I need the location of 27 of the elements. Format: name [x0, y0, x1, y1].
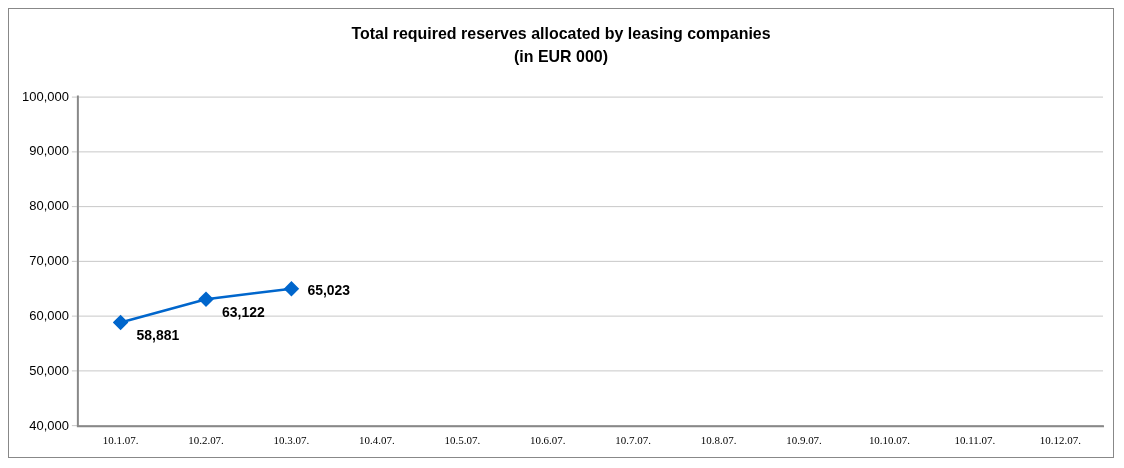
chart-subtitle: (in EUR 000)	[514, 47, 608, 65]
data-label: 63,122	[221, 303, 265, 320]
y-tick-label: 80,000	[29, 198, 69, 214]
point	[284, 281, 299, 296]
x-tick-label: 10.4.07.	[359, 434, 395, 447]
y-tick-label: 90,000	[29, 143, 69, 159]
x-tick-label: 10.9.07.	[786, 434, 823, 447]
x-tick-label: 10.2.07.	[188, 434, 225, 447]
x-tick-label: 10.6.07.	[529, 434, 566, 447]
point	[198, 291, 214, 307]
x-tick-label: 10.5.07.	[444, 434, 481, 447]
x-tick-label: 10.1.07.	[102, 434, 139, 447]
x-tick-label: 10.8.07.	[700, 434, 737, 447]
chart-title: Total required reserves allocated by leasing companies	[351, 24, 771, 42]
x-tick-label: 10.11.07.	[954, 434, 996, 447]
y-tick-label: 100,000	[22, 88, 69, 104]
x-tick-label: 10.12.07.	[1039, 434, 1082, 447]
data-label: 58,881	[136, 327, 180, 344]
x-tick-label: 10.10.07.	[868, 434, 911, 447]
x-tick-label: 10.7.07.	[615, 434, 652, 447]
data-label: 65,023	[307, 281, 351, 298]
y-tick-label: 40,000	[29, 417, 69, 433]
y-tick-label: 50,000	[29, 362, 69, 378]
y-tick-label: 70,000	[29, 253, 69, 269]
point	[113, 315, 128, 330]
y-tick-label: 60,000	[29, 307, 69, 323]
x-tick-label: 10.3.07.	[273, 434, 310, 447]
